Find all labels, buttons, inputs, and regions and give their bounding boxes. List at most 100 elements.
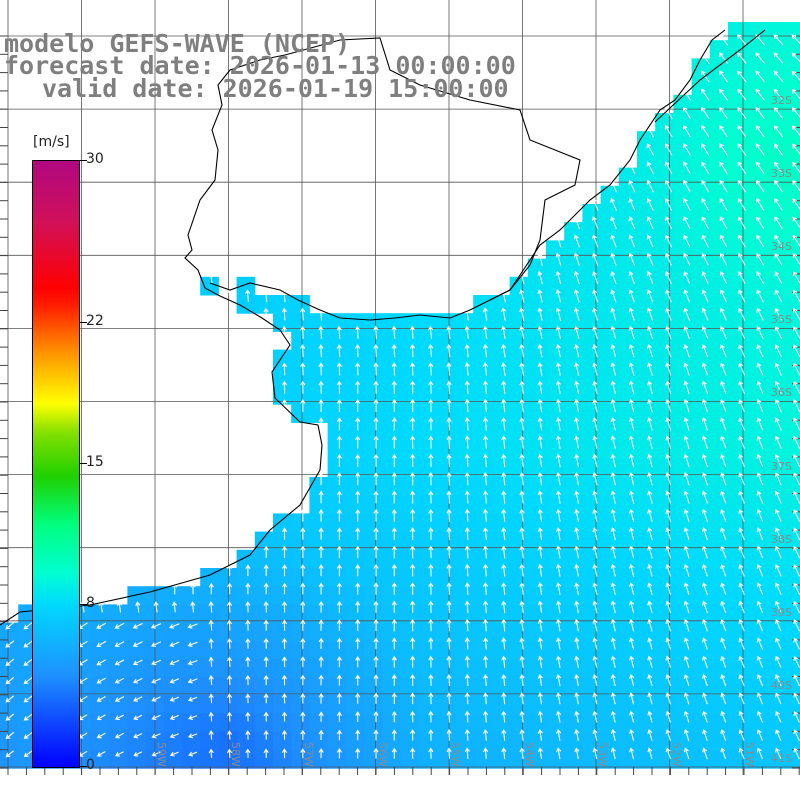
wind-arrow [756,674,764,687]
wind-speed-cell [273,622,292,642]
wind-arrow [23,658,33,666]
wind-speed-cell [436,604,456,624]
wind-arrow [482,380,489,394]
wind-speed-cell [637,477,656,496]
wind-arrow [391,729,397,741]
wind-arrow [574,618,580,632]
wind-arrow [683,289,691,303]
wind-speed-cell [509,713,529,733]
coastline-segment [0,37,581,626]
wind-speed-cell [673,349,693,369]
wind-speed-cell [728,604,747,624]
wind-arrow [373,472,379,486]
wind-speed-cell [728,276,747,296]
wind-speed-cell [345,604,365,624]
wind-speed-cell [309,677,329,696]
wind-arrow [555,527,562,541]
wind-speed-cell [291,531,310,551]
wind-arrow [446,582,452,595]
wind-arrow [300,619,306,631]
wind-speed-cell [728,440,747,460]
wind-arrow [775,655,782,668]
wind-speed-cell [582,677,602,696]
wind-speed-cell [436,313,456,332]
wind-speed-cell [309,604,329,624]
wind-speed-cell [345,313,365,332]
wind-arrow [428,729,434,741]
wind-speed-cell [291,659,310,678]
wind-arrow [409,527,416,541]
wind-speed-cell [600,331,620,351]
wind-speed-cell [764,731,784,751]
wind-arrow [701,508,709,522]
wind-arrow [537,692,543,705]
wind-arrow [151,714,161,721]
wind-speed-cell [618,713,638,733]
wind-arrow [555,289,562,303]
wind-speed-cell [291,367,310,387]
wind-speed-cell [418,677,438,696]
wind-arrow [628,398,635,413]
wind-arrow [574,508,580,522]
wind-speed-cell [418,477,438,496]
wind-speed-cell [564,695,583,715]
wind-arrow [263,656,269,668]
wind-speed-cell [691,622,711,642]
wind-speed-cell [364,640,383,660]
wind-speed-cell [0,750,19,769]
wind-arrow [482,490,489,504]
wind-arrow [501,747,507,760]
wind-speed-cell [527,367,547,387]
wind-arrow [263,564,269,577]
wind-arrow [114,622,125,629]
wind-speed-cell [382,458,401,478]
wind-speed-cell [691,477,711,496]
wind-speed-cell [782,750,800,769]
wind-arrow [774,271,783,284]
wind-arrow [391,582,397,595]
wind-arrow [373,711,379,723]
wind-arrow [555,563,562,577]
wind-arrow [391,563,397,577]
wind-arrow [592,637,598,650]
wind-arrow [720,729,727,741]
wind-arrow [226,619,233,631]
wind-arrow [208,601,214,613]
wind-speed-cell [436,586,456,605]
wind-arrow [774,417,782,431]
wind-speed-cell [564,240,583,260]
wind-speed-cell [709,58,729,78]
wind-speed-cell [218,604,238,624]
wind-speed-cell [655,622,674,642]
wind-arrow [755,161,765,175]
wind-arrow [756,508,764,522]
wind-speed-cell [254,713,274,733]
wind-arrow [245,619,251,631]
wind-speed-cell [382,604,401,624]
wind-arrow [483,655,489,668]
wind-arrow [756,362,764,376]
wind-arrow [537,289,543,303]
wind-speed-cell [309,640,329,660]
wind-speed-cell [618,750,638,769]
wind-arrow [592,289,599,303]
wind-speed-cell [491,422,511,442]
wind-arrow [391,637,397,650]
wind-speed-cell [691,604,711,624]
wind-arrow [628,362,635,376]
wind-arrow [720,453,727,468]
wind-speed-cell [436,349,456,369]
wind-arrow [336,656,342,668]
wind-speed-cell [709,331,729,351]
wind-arrow [537,398,543,413]
wind-arrow [537,710,543,723]
wind-speed-cell [691,331,711,351]
wind-speed-cell [673,222,693,241]
wind-arrow [446,435,452,449]
wind-arrow [646,307,654,321]
wind-arrow [519,637,525,650]
wind-speed-cell [546,240,565,260]
wind-arrow [537,655,543,668]
wind-arrow [737,198,746,211]
wind-arrow [519,417,525,431]
